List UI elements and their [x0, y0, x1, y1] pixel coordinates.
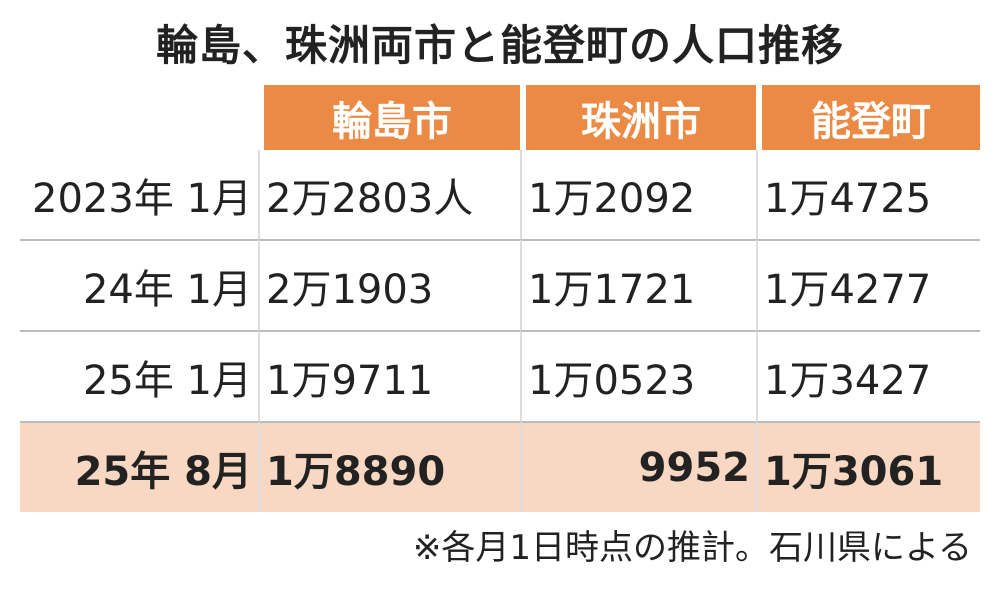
title: 輪島、珠洲両市と能登町の人口推移: [155, 21, 844, 70]
table-cell: 1万3061: [756, 421, 980, 512]
column-header: 珠洲市: [520, 85, 756, 150]
table-cell: 1万4725: [756, 150, 980, 239]
row-label: 25年 1月: [20, 330, 258, 421]
column-header: 能登町: [756, 85, 980, 150]
table-cell: 2万1903: [258, 239, 520, 330]
table-row: 2023年 1月 2万2803人 1万2092 1万4725: [20, 150, 980, 239]
table-row: 25年 8月 1万8890 9952 1万3061: [20, 421, 980, 512]
table-row: 25年 1月 1万9711 1万0523 1万3427: [20, 330, 980, 421]
table-cell: 2万2803人: [258, 150, 520, 239]
row-label: 2023年 1月: [32, 175, 252, 222]
table-cell: 1万9711: [258, 330, 520, 421]
table-cell: 9952: [520, 421, 756, 512]
table-cell: 1万2092: [520, 150, 756, 239]
table-cell: 1万3427: [756, 330, 980, 421]
row-label: 25年 8月: [20, 421, 258, 512]
row-label: 24年 1月: [20, 239, 258, 330]
note: ※各月1日時点の推計。石川県による: [412, 528, 972, 568]
population-table: 輪島市 珠洲市 能登町 2023年 1月 2万2803人 1万2092 1万4725 24年…: [20, 85, 980, 512]
table-cell: 1万4277: [756, 239, 980, 330]
table-cell: 1万0523: [520, 330, 756, 421]
table-cell: 1万1721: [520, 239, 756, 330]
corner: [20, 85, 258, 150]
table-cell: 1万8890: [258, 421, 520, 512]
column-header: 輪島市: [258, 85, 520, 150]
header-row: 輪島市 珠洲市 能登町: [20, 85, 980, 150]
table-row: 24年 1月 2万1903 1万1721 1万4277: [20, 239, 980, 330]
